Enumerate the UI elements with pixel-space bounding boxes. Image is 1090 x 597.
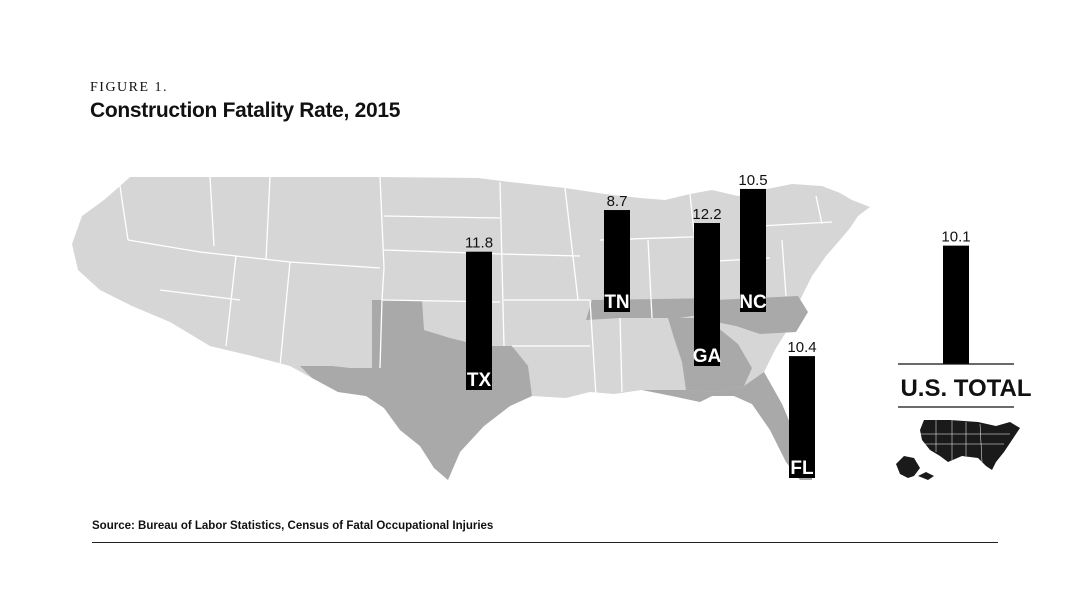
state-label-tx: TX	[467, 370, 492, 391]
value-label-fl: 10.4	[787, 339, 816, 356]
us-total-label: U.S. TOTAL	[900, 375, 1031, 402]
value-label-u-s-total: 10.1	[941, 229, 970, 246]
state-label-ga: GA	[693, 346, 722, 367]
bar-tx	[466, 251, 492, 390]
chart-title: Construction Fatality Rate, 2015	[90, 99, 401, 122]
bottom-rule	[92, 542, 998, 543]
bars-layer: 11.8 TX 8.7 TN 12.2 GA 10.5 NC 10.4 FL 10.1	[465, 172, 971, 479]
alaska-tail	[918, 472, 934, 480]
state-florida	[642, 372, 812, 480]
value-label-tx: 11.8	[465, 235, 493, 252]
alaska-shape	[896, 456, 920, 478]
bar-fl	[789, 356, 815, 478]
bar-nc	[740, 188, 766, 312]
figure-label: FIGURE 1.	[90, 80, 169, 95]
state-label-nc: NC	[739, 292, 767, 313]
bar-u-s-total	[943, 245, 969, 364]
state-north-carolina	[700, 296, 808, 334]
source-note: Source: Bureau of Labor Statistics, Cens…	[92, 520, 494, 532]
state-label-tn: TN	[604, 292, 629, 313]
value-label-nc: 10.5	[738, 172, 767, 189]
us-map-icon	[896, 420, 1020, 480]
bar-ga	[694, 223, 720, 366]
value-label-tn: 8.7	[607, 193, 628, 210]
bar-tn	[604, 210, 630, 312]
state-label-fl: FL	[790, 458, 814, 479]
value-label-ga: 12.2	[692, 206, 721, 223]
